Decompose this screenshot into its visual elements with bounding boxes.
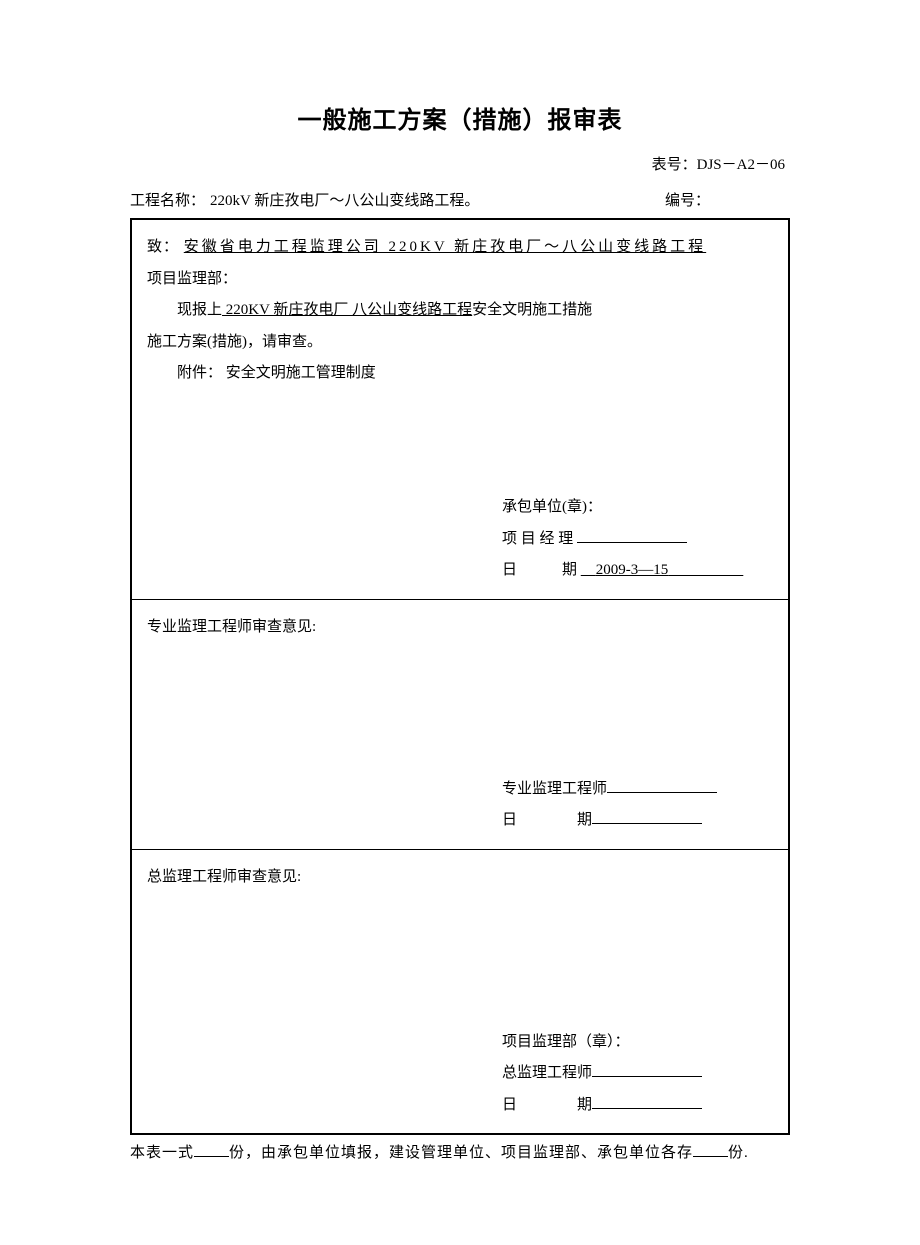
date-label-3: 日 期: [502, 1097, 592, 1113]
form-number-label: 表号：: [652, 157, 697, 173]
manager-label: 项 目 经 理: [502, 531, 573, 547]
section-submission: 致： 安徽省电力工程监理公司 220KV 新庄孜电厂～八公山变线路工程 项目监理…: [131, 219, 789, 599]
footer-prefix: 本表一式: [130, 1145, 194, 1161]
report-suffix: 安全文明施工措施: [472, 302, 592, 318]
specialist-heading: 专业监理工程师审查意见:: [147, 612, 773, 644]
form-number-value: DJS－A2－06: [697, 157, 785, 173]
contractor-sig-block: 承包单位(章)： 项 目 经 理 日 期 2009-3—15: [502, 492, 773, 587]
attach-value: 安全文明施工管理制度: [226, 365, 376, 381]
chief-sig-block: 项目监理部（章）： 总监理工程师 日 期: [502, 1027, 773, 1122]
contractor-label: 承包单位(章)：: [502, 492, 773, 524]
to-label: 致：: [147, 239, 179, 255]
header-row: 工程名称： 220kV 新庄孜电厂～八公山变线路工程。 编号：: [130, 189, 790, 210]
chief-engineer-label: 总监理工程师: [502, 1065, 592, 1081]
chief-engineer-blank[interactable]: [592, 1062, 702, 1077]
form-title: 一般施工方案（措施）报审表: [130, 100, 790, 135]
form-number-row: 表号：DJS－A2－06: [130, 153, 790, 174]
plan-line: 施工方案(措施)，请审查。: [147, 327, 773, 359]
footer-mid: 份，由承包单位填报，建设管理单位、项目监理部、承包单位各存: [229, 1145, 693, 1161]
footer-note: 本表一式 份，由承包单位填报，建设管理单位、项目监理部、承包单位各存 份.: [130, 1141, 790, 1162]
project-label: 工程名称：: [130, 189, 205, 210]
specialist-engineer-label: 专业监理工程师: [502, 781, 607, 797]
date-blank-2[interactable]: [592, 809, 702, 824]
number-label: 编号：: [665, 189, 710, 210]
date-label-1: 日 期: [502, 562, 577, 578]
footer-blank-2[interactable]: [693, 1142, 728, 1157]
project-name: 220kV 新庄孜电厂～八公山变线路工程。: [210, 189, 635, 210]
form-table: 致： 安徽省电力工程监理公司 220KV 新庄孜电厂～八公山变线路工程 项目监理…: [130, 218, 790, 1135]
section-specialist: 专业监理工程师审查意见: 专业监理工程师 日 期: [131, 599, 789, 849]
attach-label: 附件：: [177, 365, 222, 381]
dept-seal-label: 项目监理部（章）：: [502, 1027, 773, 1059]
specialist-engineer-blank[interactable]: [607, 778, 717, 793]
to-value: 安徽省电力工程监理公司 220KV 新庄孜电厂～八公山变线路工程: [184, 239, 706, 255]
specialist-sig-block: 专业监理工程师 日 期: [502, 774, 773, 837]
manager-blank[interactable]: [577, 528, 687, 543]
report-prefix: 现报上: [177, 302, 222, 318]
report-underline: 220KV 新庄孜电厂 八公山变线路工程: [222, 302, 472, 318]
date-label-2: 日 期: [502, 812, 592, 828]
date-value-1: 2009-3—15: [581, 562, 744, 578]
date-blank-3[interactable]: [592, 1094, 702, 1109]
chief-heading: 总监理工程师审查意见:: [147, 862, 773, 894]
dept-line: 项目监理部：: [147, 264, 773, 296]
footer-suffix: 份.: [728, 1145, 749, 1161]
section-chief: 总监理工程师审查意见: 项目监理部（章）： 总监理工程师 日 期: [131, 849, 789, 1134]
footer-blank-1[interactable]: [194, 1142, 229, 1157]
